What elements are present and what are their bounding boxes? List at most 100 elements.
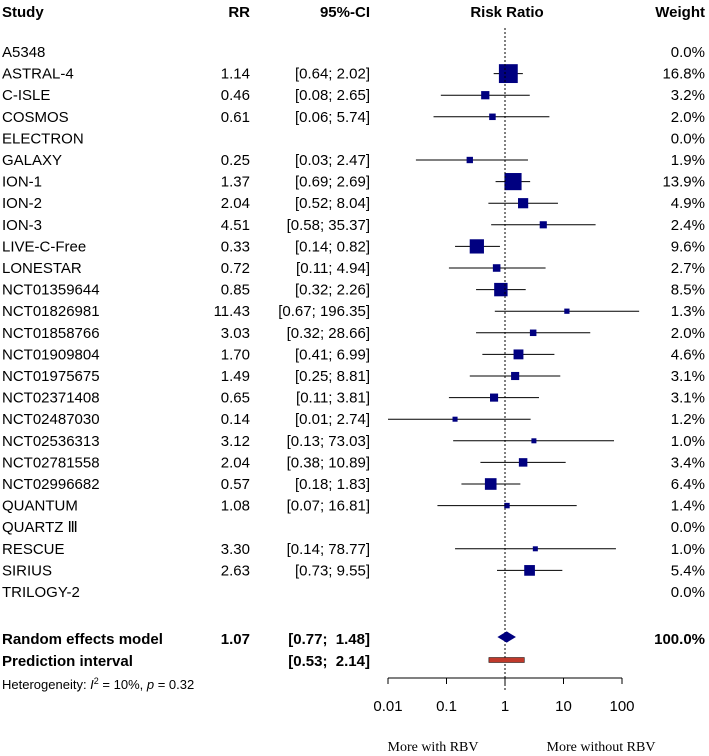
study-square <box>529 329 537 337</box>
random-effects-ci: [0.77; 1.48] <box>288 631 370 648</box>
study-name: ION-1 <box>2 174 42 191</box>
study-square <box>498 64 518 84</box>
random-effects-weight: 100.0% <box>654 631 705 648</box>
study-ci: [0.32; 2.26] <box>295 282 370 299</box>
study-ci: [0.08; 2.65] <box>295 87 370 104</box>
study-name: NCT02536313 <box>2 433 100 450</box>
study-ci: [0.58; 35.37] <box>287 217 370 234</box>
study-square <box>469 239 484 254</box>
study-ci: [0.07; 16.81] <box>287 498 370 515</box>
study-ci: [0.13; 73.03] <box>287 433 370 450</box>
study-weight: 1.0% <box>671 541 705 558</box>
study-square <box>484 478 497 490</box>
study-square <box>518 458 528 467</box>
study-weight: 5.4% <box>671 562 705 579</box>
study-weight: 3.1% <box>671 368 705 385</box>
study-ci: [0.14; 78.77] <box>287 541 370 558</box>
heterogeneity-p-symbol: p <box>146 677 154 692</box>
study-ci: [0.69; 2.69] <box>295 174 370 191</box>
study-rr: 0.85 <box>221 282 250 299</box>
study-name: NCT02371408 <box>2 390 100 407</box>
study-rr: 3.12 <box>221 433 250 450</box>
study-ci: [0.18; 1.83] <box>295 476 370 493</box>
study-name: NCT02781558 <box>2 454 100 471</box>
study-ci: [0.11; 3.81] <box>296 390 370 407</box>
study-name: C-ISLE <box>2 87 50 104</box>
heterogeneity-i2-symbol: I <box>90 677 94 692</box>
study-ci: [0.64; 2.02] <box>295 66 370 83</box>
x-axis: 0.01 0.1 1 10 100 <box>373 677 635 715</box>
study-rr: 0.72 <box>221 260 250 277</box>
study-rr: 1.14 <box>221 66 250 83</box>
study-name: TRILOGY-2 <box>2 584 80 601</box>
study-name: LIVE-C-Free <box>2 238 86 255</box>
study-weight: 6.4% <box>671 476 705 493</box>
x-tick-label: 0.01 <box>373 698 402 715</box>
study-square <box>513 349 524 360</box>
study-weight: 0.0% <box>671 519 705 536</box>
study-square <box>511 371 520 381</box>
study-square <box>481 91 490 100</box>
study-square <box>504 173 522 191</box>
study-weight: 1.4% <box>671 498 705 515</box>
study-name: ION-2 <box>2 195 42 212</box>
study-rr: 11.43 <box>214 303 250 320</box>
header-study: Study <box>2 4 44 21</box>
study-ci: [0.38; 10.89] <box>287 454 370 471</box>
header-weight: Weight <box>655 4 705 21</box>
study-square <box>564 308 570 314</box>
study-ci: [0.52; 8.04] <box>295 195 370 212</box>
study-name: NCT02487030 <box>2 411 100 428</box>
study-rr: 0.65 <box>221 390 250 407</box>
prediction-interval-bar <box>488 657 525 663</box>
favours-left-label: More with RBV <box>388 740 479 755</box>
study-weight: 2.4% <box>671 217 705 234</box>
x-tick-label: 0.1 <box>436 698 457 715</box>
study-rows: A5348 0.0% ASTRAL-4 1.14 [0.64; 2.02] 16.8% C-… <box>2 44 705 601</box>
heterogeneity-i2-sup: 2 <box>94 676 99 686</box>
study-ci: [0.73; 9.55] <box>295 562 370 579</box>
prediction-interval-ci: [0.53; 2.14] <box>288 653 370 670</box>
study-name: ASTRAL-4 <box>2 66 74 83</box>
study-weight: 3.4% <box>671 454 705 471</box>
study-ci: [0.25; 8.81] <box>295 368 370 385</box>
study-name: A5348 <box>2 44 45 61</box>
study-rr: 2.04 <box>221 195 250 212</box>
study-rr: 0.33 <box>221 238 250 255</box>
study-ci: [0.03; 2.47] <box>295 152 370 169</box>
study-square <box>524 565 535 576</box>
study-weight: 8.5% <box>671 282 705 299</box>
study-rr: 2.04 <box>221 454 250 471</box>
study-rr: 3.03 <box>221 325 250 342</box>
study-square <box>531 438 537 444</box>
study-weight: 2.0% <box>671 109 705 126</box>
study-weight: 3.1% <box>671 390 705 407</box>
study-rr: 1.08 <box>221 498 250 515</box>
study-weight: 9.6% <box>671 238 705 255</box>
study-ci: [0.14; 0.82] <box>295 238 370 255</box>
study-rr: 0.57 <box>221 476 250 493</box>
study-weight: 4.6% <box>671 346 705 363</box>
study-ci: [0.32; 28.66] <box>287 325 370 342</box>
study-name: LONESTAR <box>2 260 82 277</box>
study-rr: 1.49 <box>221 368 250 385</box>
study-name: QUARTZ Ⅲ <box>2 519 78 536</box>
study-weight: 1.9% <box>671 152 705 169</box>
study-weight: 13.9% <box>662 174 705 191</box>
study-weight: 4.9% <box>671 195 705 212</box>
study-name: QUANTUM <box>2 498 78 515</box>
study-rr: 2.63 <box>221 562 250 579</box>
study-weight: 3.2% <box>671 87 705 104</box>
study-weight: 1.0% <box>671 433 705 450</box>
study-rr: 0.46 <box>221 87 250 104</box>
plot-marks <box>388 28 640 690</box>
study-square <box>490 393 499 402</box>
header-ci: 95%-CI <box>320 4 370 21</box>
header-risk-ratio: Risk Ratio <box>470 4 543 21</box>
study-weight: 1.3% <box>671 303 705 320</box>
study-rr: 4.51 <box>221 217 250 234</box>
study-rr: 0.14 <box>221 411 250 428</box>
study-square <box>494 282 508 297</box>
study-square <box>489 113 496 121</box>
